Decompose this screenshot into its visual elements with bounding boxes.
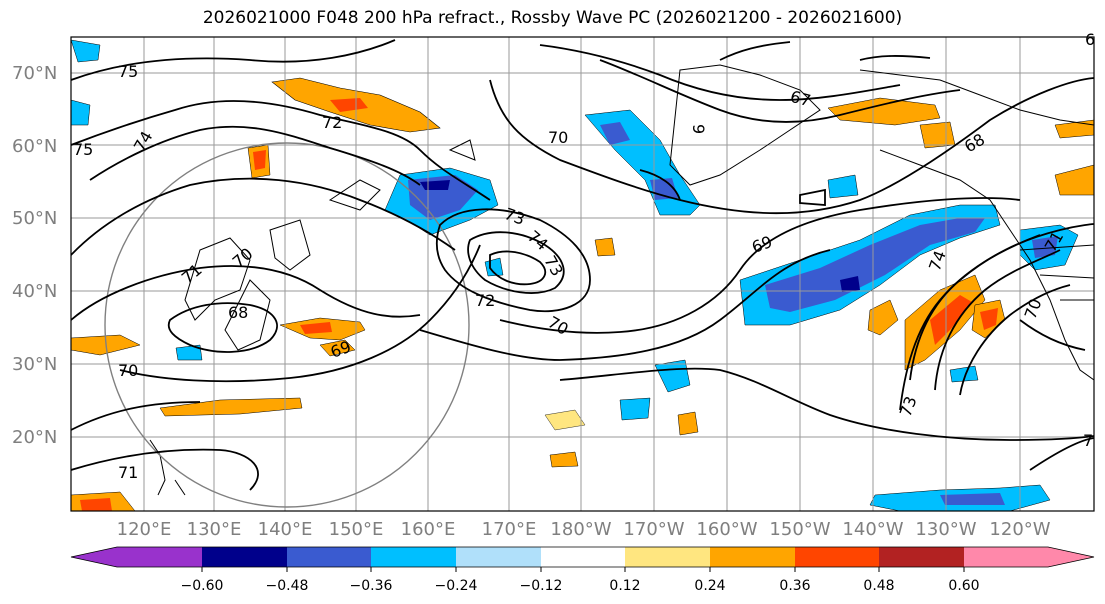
contour-label: 71: [118, 463, 138, 482]
lon-label: 120°E: [117, 519, 172, 540]
lon-label: 150°E: [329, 519, 384, 540]
lon-label: 160°E: [401, 519, 456, 540]
colorbar-tick-label: −0.24: [435, 578, 478, 594]
lon-label: 150°W: [769, 519, 830, 540]
lon-label: 180°W: [550, 519, 611, 540]
colorbar-tick-label: 0.48: [863, 578, 894, 594]
map-frame: [70, 36, 1095, 512]
latitude-labels: 70°N 60°N 50°N 40°N 30°N 20°N: [12, 63, 57, 448]
colorbar-segment: [964, 547, 1048, 567]
lat-label: 20°N: [12, 427, 57, 448]
colorbar-segment: [287, 547, 371, 567]
lon-label: 170°W: [623, 519, 684, 540]
shaded-anomalies: [71, 39, 1094, 511]
lat-label: 50°N: [12, 208, 57, 229]
longitude-labels: 120°E 130°E 140°E 150°E 160°E 170°E 180°…: [117, 519, 1051, 540]
colorbar-extend-low: [71, 547, 117, 567]
contour-label: 9: [689, 124, 708, 134]
lat-label: 40°N: [12, 281, 57, 302]
colorbar-tick-label: 0.36: [779, 578, 810, 594]
map-title: 2026021000 F048 200 hPa refract., Rossby…: [202, 8, 903, 28]
coastlines: [149, 64, 1094, 496]
contour-label: 67: [788, 87, 813, 111]
colorbar-segment: [117, 547, 202, 567]
lon-label: 160°W: [696, 519, 757, 540]
reference-circle: [104, 142, 470, 508]
colorbar-segment: [795, 547, 879, 567]
colorbar-tick-label: 0.12: [609, 578, 640, 594]
contour-label: 70: [548, 128, 568, 147]
colorbar-segment: [541, 547, 625, 567]
contour-label: 72: [322, 113, 342, 132]
graticule: [71, 37, 1094, 511]
colorbar-segment: [625, 547, 710, 567]
contours: [71, 39, 1094, 491]
colorbar-tick-label: −0.36: [350, 578, 393, 594]
colorbar: −0.60 −0.48 −0.36 −0.24 −0.12 0.12 0.24 …: [70, 546, 1095, 594]
colorbar-tick-label: −0.48: [266, 578, 309, 594]
lat-label: 60°N: [12, 136, 57, 157]
lat-label: 30°N: [12, 354, 57, 375]
lon-label: 170°E: [482, 519, 537, 540]
lon-label: 140°W: [842, 519, 903, 540]
colorbar-segment: [710, 547, 795, 567]
lon-label: 130°E: [187, 519, 242, 540]
lon-label: 120°W: [989, 519, 1050, 540]
colorbar-tick-label: −0.12: [520, 578, 563, 594]
lon-label: 140°E: [258, 519, 313, 540]
colorbar-segment: [879, 547, 964, 567]
contour-label: 68: [228, 303, 248, 322]
colorbar-tick-label: −0.60: [181, 578, 224, 594]
contour-label: 6: [1085, 30, 1095, 49]
colorbar-tick-label: 0.24: [694, 578, 725, 594]
contour-label: 7: [1083, 431, 1093, 450]
contour-label: 70: [118, 361, 138, 380]
map-area: [71, 37, 1094, 511]
colorbar-segment: [456, 547, 541, 567]
colorbar-extend-high: [1048, 547, 1094, 567]
contour-label: 75: [73, 140, 93, 159]
contour-label: 75: [118, 62, 138, 81]
lon-label: 130°W: [915, 519, 976, 540]
lat-label: 70°N: [12, 63, 57, 84]
colorbar-segment: [371, 547, 456, 567]
colorbar-tick-label: 0.60: [948, 578, 979, 594]
contour-label: 72: [475, 291, 495, 310]
colorbar-segment: [202, 547, 287, 567]
